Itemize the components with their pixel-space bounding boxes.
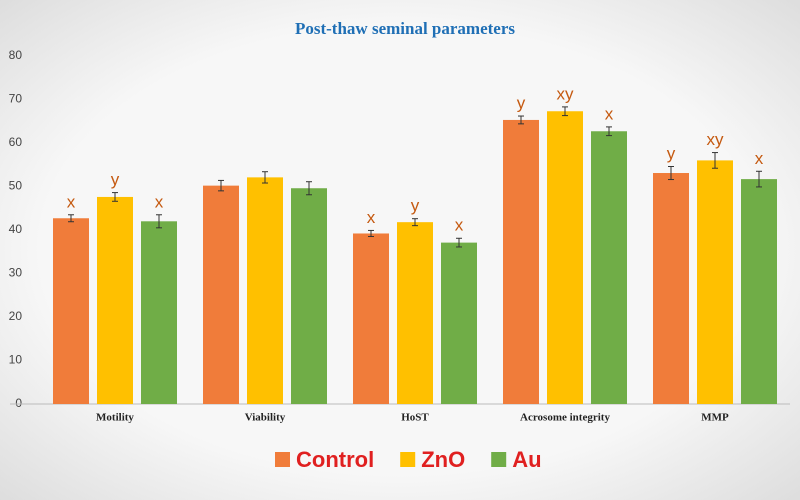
y-tick-label: 40 bbox=[9, 222, 23, 236]
y-tick-label: 30 bbox=[9, 266, 23, 280]
bar bbox=[53, 218, 89, 404]
significance-letter: x bbox=[155, 192, 164, 211]
y-tick-label: 0 bbox=[15, 396, 22, 410]
bar bbox=[503, 119, 539, 404]
y-tick-label: 10 bbox=[9, 353, 23, 367]
x-tick-label: Acrosome integrity bbox=[520, 412, 610, 424]
significance-letter: y bbox=[111, 170, 120, 189]
significance-letter: x bbox=[605, 104, 614, 123]
bar bbox=[291, 188, 327, 404]
legend-swatch bbox=[491, 452, 507, 467]
bar bbox=[441, 242, 477, 404]
bar bbox=[697, 160, 733, 404]
bar bbox=[97, 196, 133, 404]
significance-letter: xy bbox=[557, 84, 575, 103]
significance-letter: x bbox=[755, 149, 764, 168]
significance-letter: x bbox=[367, 208, 376, 227]
bar bbox=[547, 111, 583, 405]
y-tick-label: 20 bbox=[9, 309, 23, 323]
bar bbox=[247, 177, 283, 404]
x-tick-label: MMP bbox=[701, 412, 729, 424]
legend-label: Control bbox=[296, 447, 374, 472]
bar bbox=[741, 179, 777, 404]
chart-title: Post-thaw seminal parameters bbox=[295, 19, 515, 38]
bar bbox=[653, 173, 689, 404]
bar bbox=[353, 233, 389, 404]
bar bbox=[203, 185, 239, 404]
bar bbox=[141, 221, 177, 404]
y-tick-label: 60 bbox=[9, 135, 23, 149]
x-tick-label: Motility bbox=[96, 412, 134, 424]
legend-swatch bbox=[275, 452, 290, 467]
legend-swatch bbox=[400, 452, 416, 467]
significance-letter: x bbox=[455, 216, 464, 235]
x-tick-label: Viability bbox=[245, 412, 286, 424]
legend-label: Au bbox=[512, 447, 541, 472]
x-tick-label: HoST bbox=[401, 412, 429, 424]
significance-letter: y bbox=[517, 94, 526, 113]
bar bbox=[591, 131, 627, 404]
y-tick-label: 50 bbox=[9, 179, 23, 193]
bar bbox=[397, 222, 433, 404]
significance-letter: x bbox=[67, 192, 76, 211]
legend-label: ZnO bbox=[421, 447, 465, 472]
significance-letter: xy bbox=[707, 130, 725, 149]
significance-letter: y bbox=[667, 144, 676, 163]
significance-letter: y bbox=[411, 196, 420, 215]
y-tick-label: 80 bbox=[9, 48, 23, 62]
y-tick-label: 70 bbox=[9, 92, 23, 106]
